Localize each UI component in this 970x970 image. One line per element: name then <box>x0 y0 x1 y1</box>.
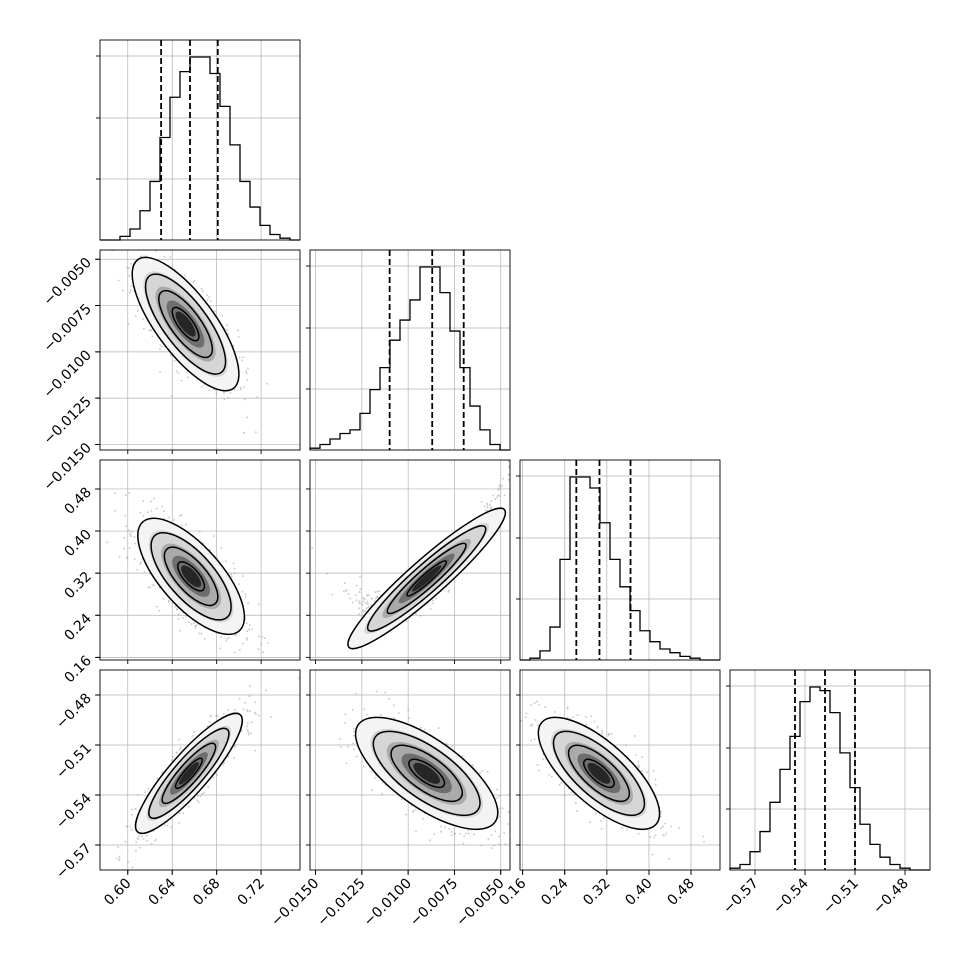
panel-content <box>100 460 300 660</box>
contour-2 <box>158 289 213 359</box>
density-level-4 <box>413 762 441 784</box>
histogram-frame-1 <box>309 249 511 451</box>
density-panel-0-3 <box>99 669 301 871</box>
density-panel-1-2 <box>309 459 511 661</box>
panel-content <box>310 460 510 660</box>
contour-1 <box>366 525 487 632</box>
contour-3 <box>406 560 448 597</box>
contour-2 <box>161 742 217 805</box>
histogram-steps-1 <box>309 266 510 451</box>
inner-ticks-1-2 <box>306 488 502 664</box>
density-panel-2-3 <box>519 669 721 871</box>
contour-3 <box>177 561 206 592</box>
contour-1 <box>150 531 232 621</box>
histogram-frame-2 <box>519 459 721 661</box>
histogram-steps-0 <box>100 56 300 241</box>
density-level-4 <box>181 565 202 588</box>
panel-content <box>100 670 300 870</box>
inner-ticks-0-2 <box>96 488 262 664</box>
density-panel-0-1 <box>99 249 301 451</box>
inner-ticks-2-3 <box>516 694 692 874</box>
contour-2 <box>386 542 467 615</box>
panel-content <box>520 670 720 870</box>
histogram-steps-2 <box>520 476 720 661</box>
contour-0 <box>537 716 661 831</box>
histogram-frame-3 <box>729 669 931 871</box>
contour-2 <box>390 744 463 803</box>
contour-0 <box>137 517 246 636</box>
contour-2 <box>163 546 219 607</box>
contour-0 <box>354 716 499 831</box>
histogram-panel-2 <box>516 459 721 661</box>
density-level-4 <box>178 762 199 785</box>
contour-3 <box>174 757 203 790</box>
contour-0 <box>134 712 243 835</box>
contour-1 <box>552 730 646 817</box>
panel-content <box>100 250 300 450</box>
histogram-panel-0 <box>96 39 301 241</box>
panel-frame <box>99 459 301 661</box>
contour-2 <box>567 744 631 803</box>
histogram-frame-0 <box>99 39 301 241</box>
contour-3 <box>408 758 446 789</box>
inner-ticks-1-3 <box>306 694 502 874</box>
panel-frame <box>309 459 511 661</box>
inner-ticks-0-3 <box>96 694 262 874</box>
density-panel-1-3 <box>309 669 511 871</box>
contour-0 <box>347 507 507 650</box>
panel-content <box>310 670 510 870</box>
contour-0 <box>131 256 240 392</box>
inner-ticks-0-1 <box>96 258 262 454</box>
histogram-panel-1 <box>306 249 511 451</box>
contour-1 <box>148 727 230 820</box>
density-level-4 <box>411 565 442 592</box>
density-panel-0-2 <box>99 459 301 661</box>
histogram-panel-3 <box>726 669 931 871</box>
panel-frame <box>99 669 301 871</box>
panel-frame <box>309 669 511 871</box>
contour-3 <box>583 758 615 789</box>
contour-1 <box>372 730 481 817</box>
density-level-4 <box>587 762 611 784</box>
contour-3 <box>171 306 200 342</box>
panel-frame <box>99 249 301 451</box>
density-level-4 <box>175 311 196 337</box>
contour-1 <box>144 273 227 375</box>
panel-frame <box>519 669 721 871</box>
